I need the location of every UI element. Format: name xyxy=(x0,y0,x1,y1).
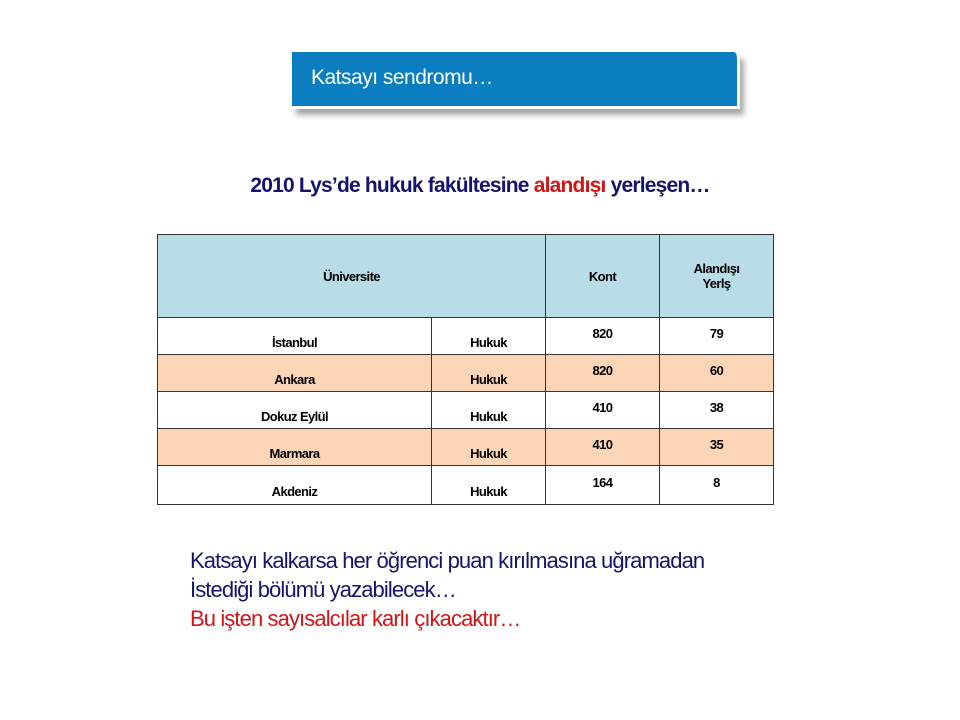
cell-kont: 164 xyxy=(592,474,613,490)
cell-university: Marmara xyxy=(269,445,321,461)
header-alandisi: Alandışı Yerlş xyxy=(659,234,774,318)
table-row: Dokuz Eylül Hukuk 410 38 xyxy=(157,391,774,429)
body-text: Katsayı kalkarsa her öğrenci puan kırılm… xyxy=(190,546,705,633)
cell-alandisi: 60 xyxy=(709,362,724,378)
body-line-1: Katsayı kalkarsa her öğrenci puan kırılm… xyxy=(190,548,705,573)
cell-university: Dokuz Eylül xyxy=(260,408,329,424)
table-row: Ankara Hukuk 820 60 xyxy=(157,354,774,392)
slide-title-box: Katsayı sendromu… xyxy=(292,52,740,109)
cell-kont: 820 xyxy=(592,362,613,378)
cell-alandisi: 8 xyxy=(713,474,720,490)
table-row: Marmara Hukuk 410 35 xyxy=(157,428,774,466)
cell-faculty: Hukuk xyxy=(470,483,507,499)
table-header-row: Üniversite Kont Alandışı Yerlş xyxy=(157,234,774,318)
header-alandisi-line1: Alandışı xyxy=(693,261,740,276)
cell-faculty: Hukuk xyxy=(470,445,507,461)
cell-university: Akdeniz xyxy=(271,483,318,499)
heading-part1: 2010 Lys’de hukuk fakültesine xyxy=(250,174,534,197)
cell-faculty: Hukuk xyxy=(470,371,507,387)
cell-alandisi: 35 xyxy=(709,436,724,452)
cell-alandisi: 38 xyxy=(709,399,724,415)
body-line-2: İstediği bölümü yazabilecek… xyxy=(190,577,457,602)
header-university: Üniversite xyxy=(157,234,546,318)
cell-faculty: Hukuk xyxy=(470,408,507,424)
data-table: Üniversite Kont Alandışı Yerlş İstanbul H… xyxy=(157,234,774,505)
cell-alandisi: 79 xyxy=(709,325,724,341)
cell-kont: 410 xyxy=(592,436,613,452)
cell-kont: 820 xyxy=(592,325,613,341)
cell-kont: 410 xyxy=(592,399,613,415)
cell-faculty: Hukuk xyxy=(470,334,507,350)
slide-heading: 2010 Lys’de hukuk fakültesine alandışı y… xyxy=(0,174,960,198)
header-alandisi-line2: Yerlş xyxy=(702,276,731,291)
slide-title: Katsayı sendromu… xyxy=(311,66,493,89)
cell-university: Ankara xyxy=(274,371,315,387)
header-kont: Kont xyxy=(545,234,660,318)
heading-part2: yerleşen… xyxy=(605,174,711,197)
body-line-3: Bu işten sayısalcılar karlı çıkacaktır… xyxy=(190,606,521,631)
table-row: İstanbul Hukuk 820 79 xyxy=(157,317,774,355)
heading-highlight: alandışı xyxy=(533,174,607,197)
cell-university: İstanbul xyxy=(271,334,318,350)
table-row: Akdeniz Hukuk 164 8 xyxy=(157,465,774,505)
